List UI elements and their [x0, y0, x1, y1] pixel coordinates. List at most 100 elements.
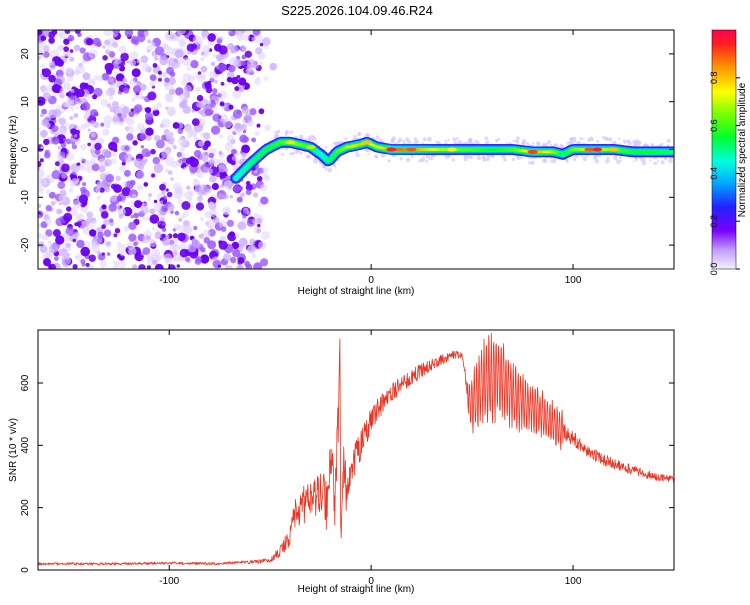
- noise-point: [160, 217, 165, 222]
- track-halo-point: [457, 139, 462, 144]
- noise-point: [252, 30, 261, 36]
- noise-point: [139, 133, 147, 141]
- noise-point: [45, 84, 54, 93]
- colorbar-tick-label: 0.8: [709, 72, 719, 85]
- track-point: [374, 145, 378, 149]
- track-halo-point: [325, 146, 328, 149]
- snr-y-ticks: 0 200 400 600: [20, 374, 674, 573]
- noise-point: [38, 153, 42, 160]
- track-halo-point: [425, 159, 429, 163]
- noise-point: [105, 49, 111, 55]
- track-peak: [406, 147, 417, 152]
- noise-point: [146, 253, 154, 262]
- noise-point: [209, 175, 217, 183]
- track-point: [302, 144, 306, 147]
- track-peak: [608, 147, 619, 152]
- noise-point: [120, 52, 129, 62]
- track-halo-point: [581, 155, 584, 158]
- noise-point: [61, 163, 70, 173]
- noise-point: [58, 117, 67, 126]
- noise-point: [81, 101, 91, 111]
- track-halo-point: [632, 160, 635, 163]
- noise-point: [149, 214, 160, 224]
- noise-point: [40, 177, 48, 185]
- noise-point: [65, 242, 71, 248]
- track-halo-point: [579, 137, 583, 140]
- noise-point: [172, 122, 180, 129]
- noise-point: [198, 233, 204, 239]
- noise-point: [141, 63, 150, 72]
- track-halo-point: [476, 141, 480, 145]
- noise-point: [234, 232, 241, 239]
- track-point: [525, 149, 529, 153]
- noise-point: [105, 171, 110, 175]
- noise-point: [269, 62, 278, 71]
- noise-point: [149, 208, 156, 215]
- noise-point: [120, 251, 125, 257]
- noise-point: [53, 167, 58, 171]
- noise-point: [65, 152, 75, 162]
- noise-point: [106, 103, 112, 108]
- track-point: [568, 149, 572, 153]
- noise-point: [167, 203, 175, 211]
- track-point: [270, 144, 274, 148]
- track-point: [348, 145, 352, 149]
- track-point: [513, 148, 516, 152]
- noise-point: [197, 140, 205, 147]
- noise-point: [166, 106, 176, 116]
- noise-point: [118, 213, 124, 219]
- track-point: [433, 148, 436, 151]
- noise-point: [206, 188, 212, 194]
- noise-point: [169, 88, 176, 96]
- track-halo-point: [512, 139, 515, 143]
- noise-point: [125, 157, 132, 164]
- noise-point: [66, 206, 72, 212]
- track-point: [379, 146, 383, 150]
- track-halo-point: [560, 145, 565, 149]
- noise-point: [101, 204, 107, 210]
- noise-point: [212, 113, 221, 122]
- noise-point: [73, 231, 80, 238]
- noise-point: [103, 115, 113, 125]
- noise-point: [39, 158, 44, 163]
- track-halo-point: [485, 140, 490, 145]
- noise-point: [244, 260, 251, 267]
- noise-point: [48, 60, 55, 67]
- track-point: [263, 149, 267, 153]
- noise-point: [107, 44, 112, 49]
- noise-point: [244, 112, 252, 120]
- noise-point: [63, 38, 70, 45]
- noise-point: [256, 175, 263, 182]
- noise-point: [246, 119, 255, 127]
- noise-point: [178, 37, 187, 46]
- track-halo-point: [613, 155, 618, 161]
- noise-point: [213, 106, 218, 111]
- track-point: [517, 148, 521, 152]
- noise-point: [218, 45, 228, 55]
- noise-point: [59, 189, 67, 197]
- noise-point: [43, 258, 51, 266]
- track-halo-point: [623, 141, 626, 144]
- track-point: [377, 145, 381, 149]
- noise-point: [38, 223, 42, 228]
- track-halo-point: [291, 151, 295, 156]
- track-point: [428, 148, 432, 151]
- noise-point: [170, 32, 177, 39]
- noise-point: [98, 158, 107, 167]
- track-point: [331, 155, 335, 159]
- noise-point: [163, 195, 167, 200]
- noise-point: [117, 241, 121, 246]
- track-point: [437, 148, 441, 151]
- noise-point: [132, 85, 142, 94]
- noise-point: [40, 113, 44, 118]
- noise-point: [205, 219, 216, 229]
- noise-point: [83, 116, 88, 122]
- noise-point: [144, 211, 148, 215]
- track-peak: [285, 140, 296, 145]
- track-halo-point: [491, 154, 495, 158]
- track-halo-point: [409, 141, 412, 144]
- noise-point: [117, 207, 126, 216]
- track-halo-point: [605, 159, 610, 164]
- noise-point: [165, 234, 170, 239]
- noise-point: [121, 187, 131, 197]
